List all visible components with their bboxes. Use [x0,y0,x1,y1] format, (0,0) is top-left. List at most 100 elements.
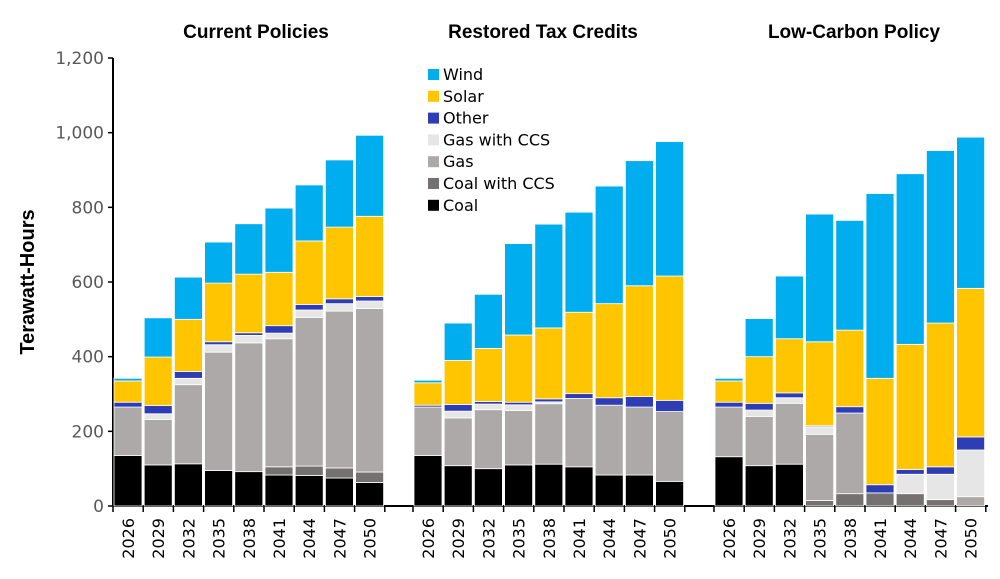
x-tick-label: 2035 [210,518,229,559]
y-tick-label: 1,200 [55,49,104,69]
bar-segment-solar [234,273,264,334]
bar-segment-gas [534,403,564,465]
legend-label: Other [443,109,489,128]
x-tick-label: 2041 [871,518,890,559]
bar-segment-coal [355,482,385,507]
bar-segment-gas-with-ccs [173,377,203,386]
bar-segment-coal-with-ccs [865,492,895,507]
bar-segment-coal [143,464,173,507]
bar-segment-solar [594,303,624,399]
bar-segment-wind [534,223,564,329]
bar-segment-wind [324,159,354,228]
bar-segment-gas [835,412,865,495]
bar-segment-coal-with-ccs [835,493,865,507]
bar-segment-wind [744,318,774,358]
bar-segment-coal [113,455,143,507]
bar-segment-wind [504,243,534,336]
bar-segment-solar [655,275,684,401]
y-tick-label: 200 [72,422,104,442]
bar-segment-solar [443,359,473,405]
bar-segment-gas-with-ccs [143,413,173,420]
bar-segment-gas [564,398,594,468]
bar-segment-solar [143,356,173,406]
x-tick-label: 2026 [720,518,739,559]
bar-segment-coal [504,464,534,507]
bar-segment-wind [113,377,143,382]
bar-segment-gas-with-ccs [775,397,804,404]
bar-segment-coal [625,474,654,507]
bar-segment-solar [294,240,324,305]
x-tick-label: 2047 [630,518,649,559]
x-tick-label: 2050 [361,518,380,559]
bar-segment-wind [775,275,804,340]
x-tick-label: 2029 [449,518,468,559]
bar-segment-gas-with-ccs [473,403,503,411]
bar-segment-gas-with-ccs [504,404,534,411]
bar-segment-solar [926,322,955,468]
y-axis-label: Terawatt-Hours [17,209,39,354]
bar-segment-coal [443,465,473,507]
bar-segment-gas [294,317,324,467]
bar-segment-solar [865,377,895,486]
bar-segment-other [294,303,324,311]
x-tick-label: 2026 [119,518,138,559]
bar-segment-gas [143,418,173,466]
bar-segment-solar [805,341,834,427]
bar-segment-solar [625,285,654,398]
legend: Wind Solar Other Gas with CCS Gas Coal with C… [428,65,555,215]
legend-label: Gas with CCS [443,130,550,149]
bar-segment-solar [264,271,294,327]
x-tick-label: 2047 [330,518,349,559]
bar-segment-solar [714,380,744,403]
bar-segment-solar [473,348,503,402]
bar-segment-gas-with-ccs [956,449,985,498]
bar-segment-coal [173,463,203,507]
bar-segment-gas-with-ccs [234,334,264,344]
y-tick-label: 0 [93,497,104,517]
bar-segment-solar [413,382,443,406]
bar-segment-solar [504,334,534,403]
bar-segment-solar [564,311,594,395]
bar-segment-wind [594,185,624,305]
y-tick-label: 800 [72,198,104,218]
legend-swatch [428,134,439,146]
legend-label: Gas [443,152,474,171]
bar-segment-gas [655,411,684,482]
bar-segment-other [594,397,624,406]
bar-segment-other [143,405,173,415]
legend-label: Coal [443,196,478,215]
bar-segment-other [895,469,925,475]
bar-segment-wind [204,241,234,284]
bar-segment-other [324,298,354,305]
bar-segment-coal [473,468,503,507]
bar-segment-other [835,406,865,414]
bar-segment-wind [895,173,925,345]
x-tick-label: 2050 [962,518,981,559]
bar-segment-gas-with-ccs [805,426,834,435]
bar-segment-coal [714,456,744,507]
x-tick-label: 2032 [479,518,498,559]
bar-segment-other [714,401,744,408]
bar-segment-gas-with-ccs [324,303,354,312]
bar-segment-wind [173,276,203,320]
panel-title: Low-Carbon Policy [768,22,941,43]
bar-segment-gas [625,406,654,476]
bar-segment-wind [564,211,594,313]
x-tick-label: 2029 [750,518,769,559]
x-tick-label: 2026 [419,518,438,559]
bar-segment-other [113,401,143,408]
x-tick-label: 2050 [661,518,680,559]
bar-segment-other [744,402,774,411]
bar-segment-coal [744,465,774,507]
bar-segment-coal [534,463,564,507]
bar-segment-coal-with-ccs [355,471,385,483]
bar-segment-gas [956,496,985,507]
bar-segment-coal [564,466,594,507]
bar-segment-coal-with-ccs [895,493,925,507]
bar-segment-other [534,398,564,403]
bar-segment-wind [355,134,385,217]
legend-swatch [428,199,439,211]
bar-segment-solar [956,287,985,438]
panel-title: Current Policies [183,22,329,43]
